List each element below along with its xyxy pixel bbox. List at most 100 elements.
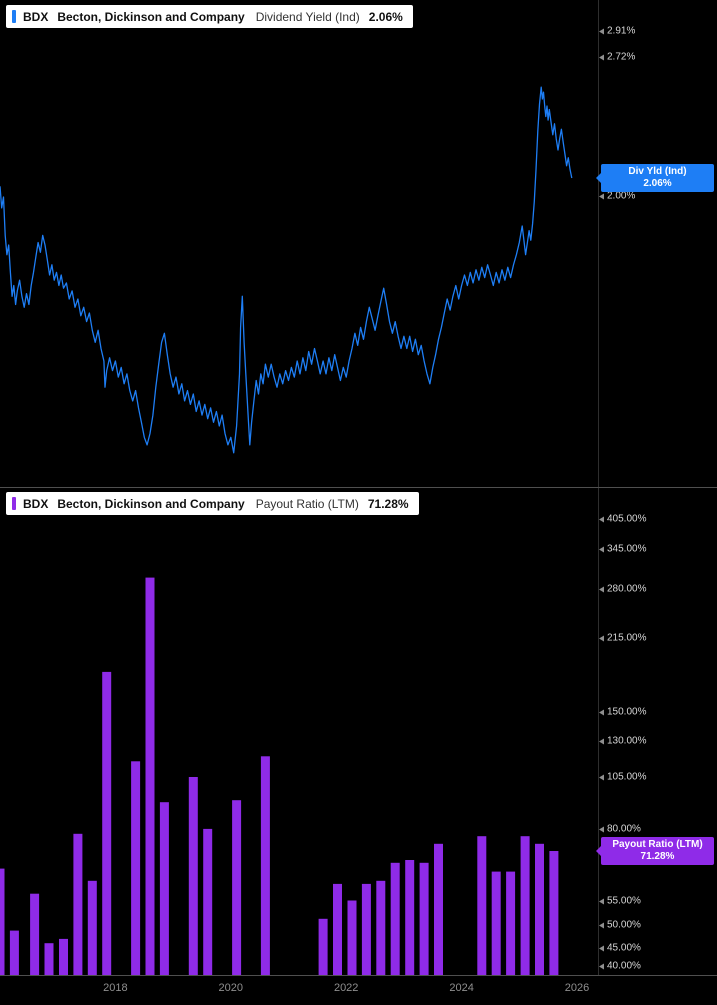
metric-value: 2.06% xyxy=(368,9,403,24)
y-axis-tick-label: 55.00% xyxy=(607,895,641,907)
y-axis-tick-label: 405.00% xyxy=(607,513,647,525)
x-axis-year-label: 2026 xyxy=(564,982,590,994)
payout-ratio-bar xyxy=(159,802,169,975)
y-axis-tick-label: 80.00% xyxy=(607,823,641,835)
x-axis-area[interactable]: 2018 2020 2022 2024 2026 xyxy=(0,975,717,1005)
x-axis-year-label: 2024 xyxy=(449,982,474,994)
payout-ratio-bar xyxy=(419,862,429,975)
tick-arrow-icon xyxy=(599,738,604,744)
metric-label: Payout Ratio (LTM) xyxy=(255,496,359,511)
payout-ratio-bar xyxy=(59,938,68,975)
y-axis-tick-label: 150.00% xyxy=(607,706,647,718)
tick-arrow-icon xyxy=(599,193,604,199)
y-axis-tick: 345.00% xyxy=(599,544,646,555)
payout-ratio-bar xyxy=(131,761,141,975)
y-axis-tick: 45.00% xyxy=(599,943,641,954)
dividend-yield-chart-canvas[interactable] xyxy=(0,0,598,487)
payout-ratio-last-value-badge: Payout Ratio (LTM) 71.28% xyxy=(596,837,714,865)
y-axis-area[interactable]: 2.91% 2.72% 2.00% Div Yld (Ind) 2.06% 405.00%… xyxy=(596,0,717,975)
tick-arrow-icon xyxy=(599,516,604,522)
x-axis-divider xyxy=(0,975,717,976)
ticker-symbol: BDX xyxy=(23,496,49,511)
y-axis-tick-label: 215.00% xyxy=(607,632,647,644)
payout-ratio-bar xyxy=(260,756,270,975)
tick-arrow-icon xyxy=(599,774,604,780)
payout-ratio-bar xyxy=(30,893,40,975)
y-axis-tick: 150.00% xyxy=(599,707,646,718)
tick-arrow-icon xyxy=(599,945,604,951)
payout-ratio-bar xyxy=(390,862,400,975)
y-axis-tick-label: 2.72% xyxy=(607,51,636,63)
y-axis-tick: 405.00% xyxy=(599,514,646,525)
y-axis-tick: 105.00% xyxy=(599,772,646,783)
badge-metric-label: Div Yld (Ind) xyxy=(628,166,687,177)
y-axis-tick: 80.00% xyxy=(599,824,641,835)
y-axis-tick: 50.00% xyxy=(599,920,641,931)
tick-arrow-icon xyxy=(599,546,604,552)
tick-arrow-icon xyxy=(599,709,604,715)
tick-arrow-icon xyxy=(599,586,604,592)
series-color-chip xyxy=(12,10,16,23)
payout-ratio-bar xyxy=(232,800,242,975)
x-axis-year-label: 2018 xyxy=(103,982,128,994)
payout-ratio-chart-canvas[interactable] xyxy=(0,487,598,975)
y-axis-tick: 2.00% xyxy=(599,191,635,202)
y-axis-tick-label: 45.00% xyxy=(607,942,641,954)
y-axis-tick-label: 345.00% xyxy=(607,543,647,555)
payout-ratio-bar xyxy=(491,871,501,975)
panel-divider xyxy=(0,487,717,488)
tick-arrow-icon xyxy=(599,54,604,60)
tick-arrow-icon xyxy=(599,28,604,34)
metric-label: Dividend Yield (Ind) xyxy=(255,9,360,24)
tick-arrow-icon xyxy=(599,963,604,969)
dividend-yield-line xyxy=(0,86,573,454)
payout-ratio-bar xyxy=(405,860,415,975)
payout-ratio-bar xyxy=(361,883,371,975)
y-axis-tick-label: 2.00% xyxy=(607,190,636,202)
series-color-chip xyxy=(12,497,16,510)
payout-ratio-bar xyxy=(376,880,386,975)
y-axis-tick-label: 50.00% xyxy=(607,919,641,931)
x-axis-year-label: 2020 xyxy=(218,982,244,994)
payout-ratio-bar xyxy=(549,851,559,975)
payout-ratio-bar xyxy=(203,828,213,975)
payout-ratio-bar xyxy=(318,918,328,975)
badge-arrow-icon xyxy=(596,846,601,856)
ticker-symbol: BDX xyxy=(23,9,49,24)
payout-ratio-bar xyxy=(535,843,544,975)
div-yld-last-value-badge: Div Yld (Ind) 2.06% xyxy=(596,164,714,192)
y-axis-tick: 2.72% xyxy=(599,52,635,63)
y-axis-tick: 40.00% xyxy=(599,961,641,972)
payout-ratio-bar xyxy=(0,868,5,975)
y-axis-tick-label: 40.00% xyxy=(607,960,641,972)
payout-ratio-bar xyxy=(9,930,19,975)
dividend-yield-series-header[interactable]: BDX Becton, Dickinson and Company Divide… xyxy=(6,5,413,28)
y-axis-tick: 55.00% xyxy=(599,896,641,907)
payout-ratio-bar xyxy=(520,836,530,975)
y-axis-tick-label: 105.00% xyxy=(607,771,647,783)
payout-ratio-bar xyxy=(333,883,342,975)
payout-ratio-bar xyxy=(477,836,487,975)
company-name: Becton, Dickinson and Company xyxy=(57,9,245,24)
payout-ratio-bar xyxy=(347,900,357,975)
tick-arrow-icon xyxy=(599,898,604,904)
badge-metric-value: 2.06% xyxy=(643,178,672,189)
badge-metric-label: Payout Ratio (LTM) xyxy=(612,839,703,850)
y-axis-tick: 280.00% xyxy=(599,584,646,595)
payout-ratio-series-header[interactable]: BDX Becton, Dickinson and Company Payout… xyxy=(6,492,419,515)
payout-ratio-bar xyxy=(188,777,198,975)
y-axis-tick-label: 130.00% xyxy=(607,735,647,747)
payout-ratio-bar xyxy=(44,943,54,975)
y-axis-tick-label: 280.00% xyxy=(607,583,647,595)
badge-arrow-icon xyxy=(596,173,601,183)
y-axis-tick-label: 2.91% xyxy=(607,25,636,37)
tick-arrow-icon xyxy=(599,826,604,832)
tick-arrow-icon xyxy=(599,635,604,641)
metric-value: 71.28% xyxy=(367,496,409,511)
payout-ratio-bar xyxy=(145,577,155,975)
y-axis-tick: 130.00% xyxy=(599,736,646,747)
payout-ratio-bar xyxy=(73,833,83,975)
payout-ratio-bar xyxy=(87,880,97,975)
y-axis-tick: 215.00% xyxy=(599,633,646,644)
